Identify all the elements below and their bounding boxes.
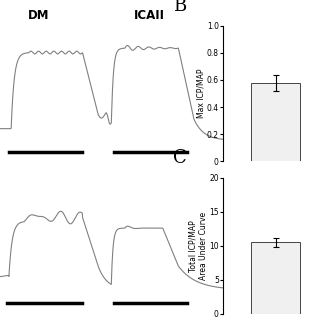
Text: C: C <box>173 149 187 167</box>
Text: DM: DM <box>28 9 50 21</box>
Y-axis label: Max ICP/MAP: Max ICP/MAP <box>196 69 205 118</box>
Text: ICAII: ICAII <box>134 9 165 21</box>
Bar <box>252 242 300 314</box>
Y-axis label: Total ICP/MAP
Area Under Curve: Total ICP/MAP Area Under Curve <box>188 212 208 280</box>
Bar <box>252 83 300 162</box>
Text: B: B <box>173 0 187 15</box>
